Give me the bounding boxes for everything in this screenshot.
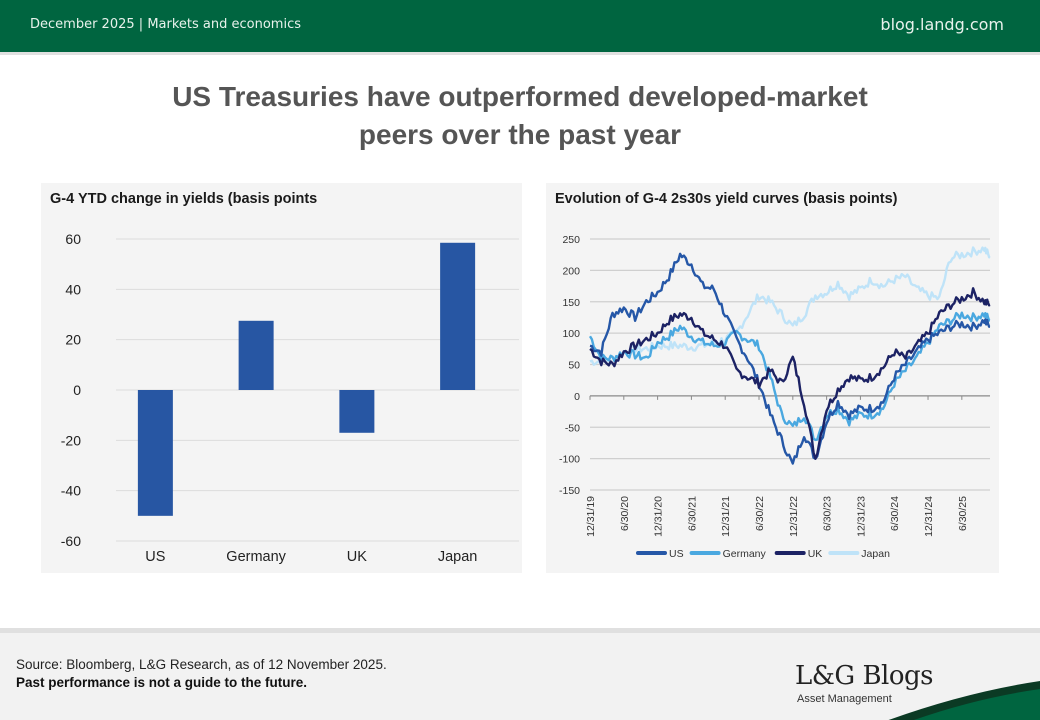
series-line-japan — [589, 246, 991, 367]
series-line-uk — [589, 287, 991, 460]
page-title: US Treasuries have outperformed develope… — [0, 78, 1040, 154]
bar-germany — [238, 320, 274, 390]
header-divider — [0, 52, 1040, 55]
x-tick-label: 6/30/25 — [957, 496, 969, 531]
x-tick-label: UK — [347, 549, 367, 565]
y-tick-label: 50 — [568, 360, 580, 372]
bar-uk — [339, 390, 375, 433]
legend-label-us: US — [669, 548, 684, 560]
y-tick-label: 250 — [562, 234, 580, 246]
y-tick-label: -50 — [565, 422, 580, 434]
y-tick-label: 100 — [562, 328, 580, 340]
bar-chart: 60 40 20 0 -20 -40 -60 US Germany UK Japan — [61, 231, 519, 565]
legend-label-japan: Japan — [861, 548, 890, 560]
page-title-line-2: peers over the past year — [358, 119, 682, 150]
x-tick-label: 6/30/24 — [889, 496, 901, 531]
banner-separator: | — [138, 17, 144, 32]
x-tick-label: Germany — [226, 549, 286, 565]
bar-chart-panel: G-4 YTD change in yields (basis points 6… — [41, 183, 522, 573]
y-tick-label: 40 — [65, 281, 81, 297]
bar-us — [137, 390, 173, 516]
logo-subtitle: Asset Management — [797, 693, 892, 705]
site-link[interactable]: blog.landg.com — [880, 15, 1004, 34]
x-tick-label: 6/30/20 — [619, 496, 631, 531]
line-chart-panel: Evolution of G-4 2s30s yield curves (bas… — [546, 183, 999, 573]
x-tick-label: US — [145, 549, 165, 565]
x-tick-label: 6/30/22 — [754, 496, 766, 531]
legend-label-germany: Germany — [723, 548, 767, 560]
source-note: Source: Bloomberg, L&G Research, as of 1… — [16, 657, 387, 672]
x-tick-label: 12/31/23 — [855, 496, 867, 537]
page-title-line-1: US Treasuries have outperformed develope… — [172, 81, 868, 112]
x-tick-label: 6/30/23 — [822, 496, 834, 531]
x-tick-label: Japan — [438, 549, 478, 565]
green-swoosh-decoration — [888, 681, 1040, 720]
bar-japan — [440, 242, 476, 390]
x-tick-label: 12/31/21 — [720, 496, 732, 537]
y-tick-label: 60 — [65, 231, 81, 247]
disclaimer: Past performance is not a guide to the f… — [16, 675, 308, 690]
x-tick-label: 6/30/21 — [686, 496, 698, 531]
x-tick-label: 12/31/24 — [923, 496, 935, 537]
banner-left: December 2025 | Markets and economics — [30, 17, 301, 32]
footer: Source: Bloomberg, L&G Research, as of 1… — [0, 628, 1040, 720]
y-tick-label: 200 — [562, 265, 580, 277]
y-tick-label: -20 — [61, 432, 81, 448]
bar-chart-title: G-4 YTD change in yields (basis points — [50, 191, 318, 207]
line-chart-title: Evolution of G-4 2s30s yield curves (bas… — [555, 191, 898, 207]
y-tick-label: 0 — [574, 391, 580, 403]
y-tick-label: -60 — [61, 533, 81, 549]
y-tick-label: -40 — [61, 483, 81, 499]
legend-label-uk: UK — [808, 548, 823, 560]
line-chart: 250 200 150 100 50 0 -50 -100 -150 12/31/19 6/30/2… — [559, 234, 991, 560]
y-tick-label: -150 — [559, 485, 580, 497]
series-line-germany — [588, 311, 991, 442]
y-tick-label: 150 — [562, 297, 580, 309]
series-line-us — [589, 252, 991, 465]
y-tick-label: -100 — [559, 454, 580, 466]
banner-date: December 2025 — [30, 17, 135, 32]
x-tick-label: 12/31/20 — [653, 496, 665, 537]
x-tick-label: 12/31/19 — [585, 496, 597, 537]
banner-category[interactable]: Markets and economics — [147, 17, 301, 32]
y-tick-label: 0 — [73, 382, 81, 398]
x-tick-label: 12/31/22 — [788, 496, 800, 537]
y-tick-label: 20 — [65, 332, 81, 348]
top-banner: December 2025 | Markets and economics bl… — [0, 0, 1040, 52]
logo[interactable]: L&G Blogs — [795, 661, 934, 691]
